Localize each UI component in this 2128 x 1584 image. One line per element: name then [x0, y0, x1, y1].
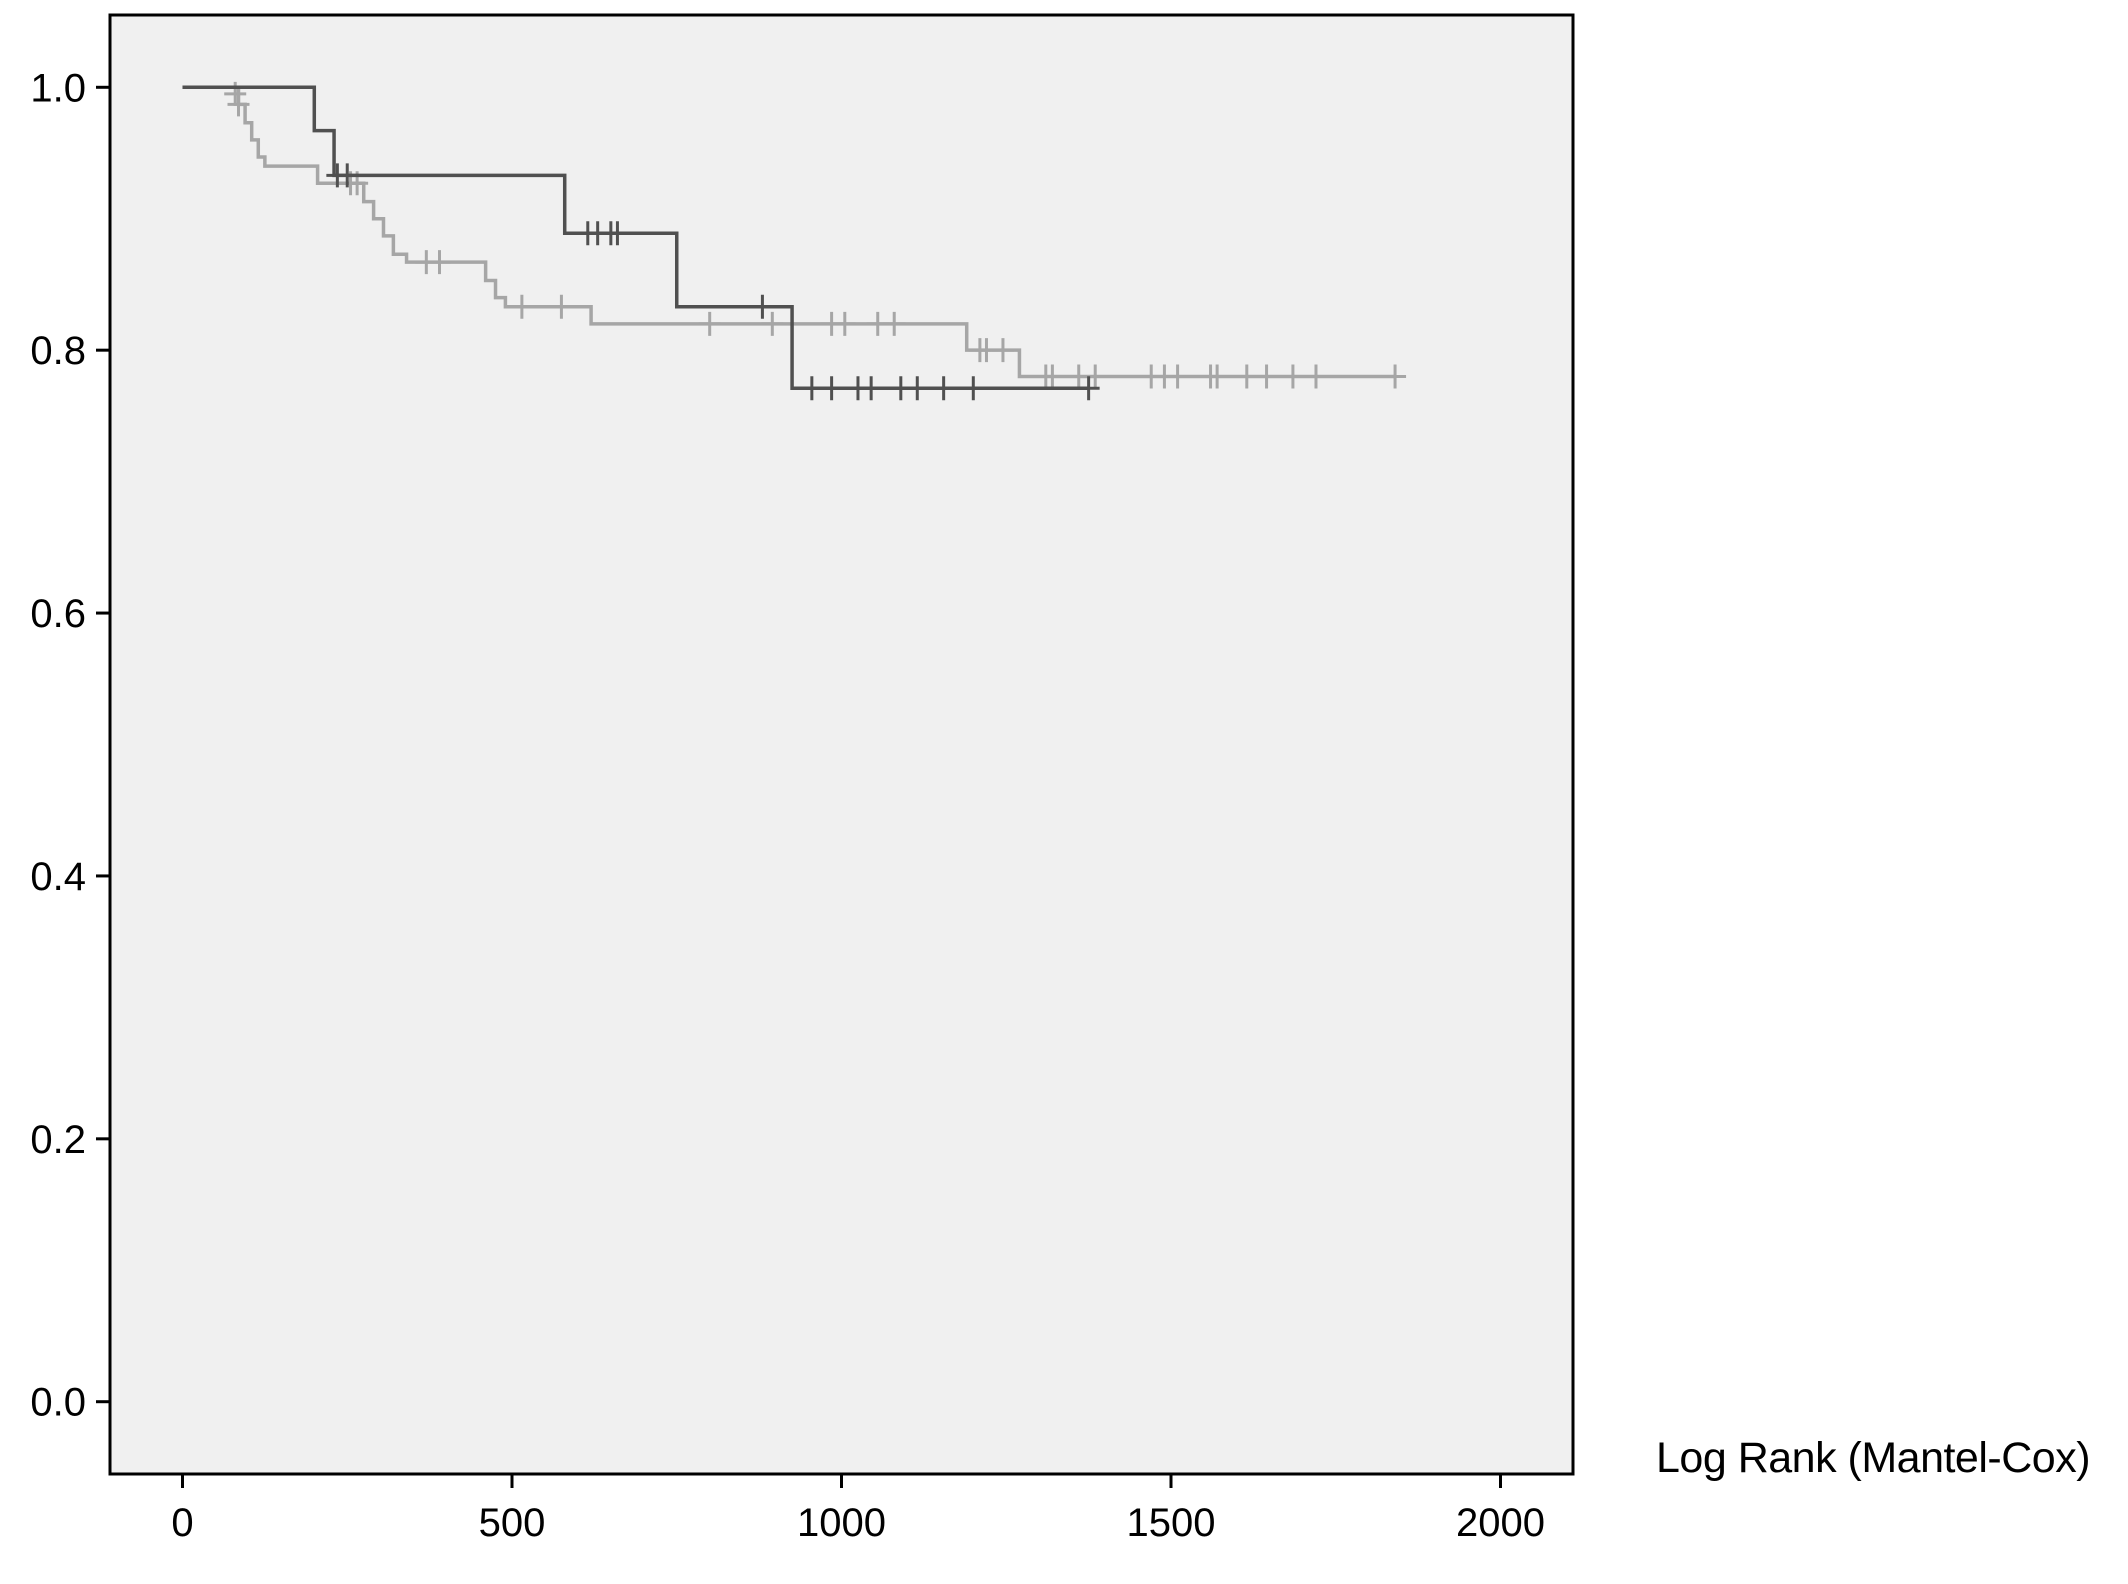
- x-tick-label: 0: [171, 1501, 193, 1545]
- censor-mark: [1281, 364, 1304, 389]
- censor-mark: [833, 311, 856, 336]
- censor-mark: [761, 311, 784, 336]
- censor-mark: [1166, 364, 1189, 389]
- series-layer: [182, 81, 1407, 401]
- y-tick-label: 0.8: [30, 329, 86, 373]
- censor-mark: [991, 338, 1014, 363]
- censor-mark: [1255, 364, 1278, 389]
- survival-step-line: [182, 85, 1089, 391]
- censor-mark: [800, 376, 823, 401]
- censor-mark: [883, 311, 906, 336]
- censor-mark: [820, 376, 843, 401]
- censor-mark: [906, 376, 929, 401]
- censor-mark: [1304, 364, 1327, 389]
- censor-mark: [1041, 364, 1064, 389]
- x-tick-label: 1000: [797, 1501, 886, 1545]
- y-tick-label: 0.4: [30, 855, 86, 899]
- censor-mark: [1077, 376, 1100, 401]
- censor-mark: [1206, 364, 1229, 389]
- y-tick-label: 0.2: [30, 1118, 86, 1162]
- x-tick-label: 2000: [1456, 1501, 1545, 1545]
- series-2: [182, 85, 1100, 401]
- censor-mark: [860, 376, 883, 401]
- censor-mark: [751, 294, 774, 319]
- y-tick-label: 1.0: [30, 66, 86, 110]
- censor-mark: [428, 250, 451, 275]
- x-tick-label: 1500: [1127, 1501, 1216, 1545]
- censor-mark: [510, 294, 533, 319]
- survival-step-line: [182, 85, 1396, 379]
- series-1: [182, 81, 1407, 389]
- censor-mark: [550, 294, 573, 319]
- x-tick-label: 500: [479, 1501, 546, 1545]
- censor-mark: [698, 311, 721, 336]
- censor-mark: [1235, 364, 1258, 389]
- y-tick-label: 0.6: [30, 592, 86, 636]
- censor-mark: [1384, 364, 1407, 389]
- censor-mark: [932, 376, 955, 401]
- censor-mark: [962, 376, 985, 401]
- y-tick-label: 0.0: [30, 1381, 86, 1425]
- log-rank-annotation: Log Rank (Mantel-Cox): [1656, 1434, 2091, 1482]
- censor-mark: [606, 221, 629, 246]
- axis-layer: 0 500 1000 1500 2000 0.0 0.2 0.4 0.6 0.8 1.0: [30, 66, 1545, 1545]
- censor-mark: [227, 92, 250, 117]
- censor-mark: [336, 163, 359, 188]
- plot-background: [110, 15, 1573, 1474]
